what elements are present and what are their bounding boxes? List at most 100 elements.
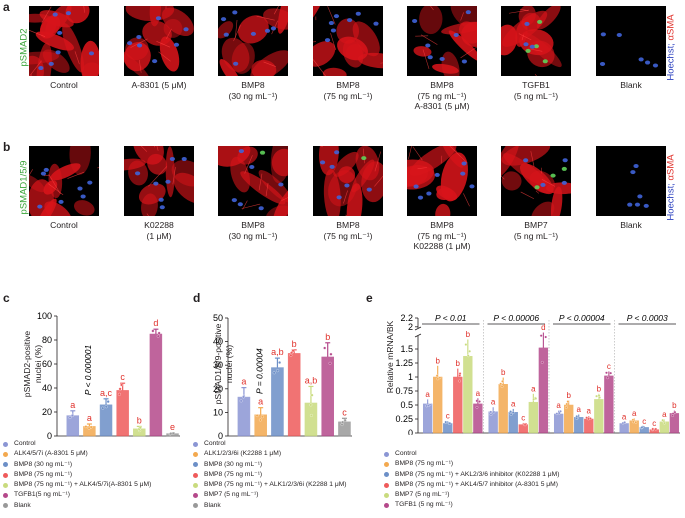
micrograph-label-b-3: BMP8 (30 ng mL⁻¹)	[228, 220, 278, 241]
legend-label: BMP8 (75 ng mL⁻¹) + AKL4/5/7 inhibitor (…	[395, 480, 558, 488]
legend-e: Control BMP8 (75 ng mL⁻¹) BMP8 (75 ng mL⁻¹…	[384, 449, 559, 511]
asma-label: αSMA	[665, 14, 677, 41]
legend-c-item: Control	[3, 439, 151, 449]
legend-swatch	[384, 472, 389, 478]
bar	[669, 413, 680, 434]
legend-e-item: TGFB1 (5 ng mL⁻¹)	[384, 500, 559, 510]
data-point	[104, 405, 108, 409]
legend-c-item: BMP8 (30 ng mL⁻¹)	[3, 460, 151, 470]
legend-e-item: BMP8 (75 ng mL⁻¹) + AKL4/5/7 inhibitor (…	[384, 480, 559, 490]
data-point	[242, 395, 245, 399]
bar	[604, 375, 614, 434]
legend-c-item: ALK4/5/7i (A-8301 5 μM)	[3, 449, 151, 459]
data-point	[120, 383, 124, 387]
data-point	[328, 361, 332, 365]
legend-d-item: ALK1/2/3/6i (K2288 1 μM)	[193, 449, 347, 459]
y-tick-label: 100	[37, 311, 52, 321]
data-point	[138, 426, 142, 430]
legend-swatch	[3, 441, 8, 447]
legend-c-item: Blank	[3, 501, 151, 511]
data-point	[84, 425, 88, 429]
data-point	[509, 410, 512, 413]
significance-letter: c	[521, 413, 525, 422]
significance-letter: b	[501, 368, 506, 377]
data-point	[276, 369, 280, 373]
bar	[116, 390, 129, 437]
data-point	[435, 374, 439, 378]
micrograph-a-2	[124, 6, 194, 76]
y-tick-label: 0.25	[395, 414, 413, 424]
legend-swatch	[193, 441, 198, 447]
legend-d-item: Control	[193, 439, 347, 449]
significance-letter: b	[137, 415, 142, 425]
y-tick-label: 80	[42, 335, 52, 345]
legend-swatch	[3, 462, 8, 468]
significance-letter: a	[258, 397, 263, 407]
micrograph-label-b-2: K02288 (1 μM)	[144, 220, 174, 241]
significance-letter: a	[587, 407, 592, 416]
legend-e-item: BMP7 (5 ng mL⁻¹)	[384, 490, 559, 500]
bar	[538, 347, 549, 434]
panel-a-stain-label: pSMAD2	[18, 28, 30, 67]
data-point	[239, 399, 243, 403]
data-point	[489, 413, 493, 416]
significance-letter: a,c	[100, 388, 113, 398]
bar	[528, 401, 539, 434]
data-point	[589, 417, 592, 420]
data-point	[499, 382, 503, 386]
micrograph-a-4	[313, 6, 383, 76]
legend-label: Blank	[204, 501, 221, 509]
data-point	[489, 410, 493, 414]
significance-letter: a	[70, 400, 75, 410]
data-point	[466, 354, 470, 358]
panel-letter-a: a	[3, 0, 10, 14]
data-point	[427, 404, 430, 407]
legend-d-item: BMP8 (75 ng mL⁻¹)	[193, 470, 347, 480]
significance-letter: a	[662, 410, 667, 419]
significance-letter: c	[642, 417, 646, 426]
panel-letter-b: b	[3, 140, 11, 154]
micrograph-label-a-4: BMP8 (75 ng mL⁻¹)	[323, 80, 373, 101]
legend-c: Control ALK4/5/7i (A-8301 5 μM) BMP8 (30 n…	[3, 439, 151, 511]
bar	[518, 424, 528, 434]
legend-d-item: BMP8 (75 ng mL⁻¹) + ALK1/2/3/6i (K2288 1…	[193, 480, 347, 490]
data-point	[500, 385, 504, 389]
hoechst-label: Hoechst;	[665, 43, 677, 81]
significance-letter: a	[577, 405, 582, 414]
legend-label: BMP8 (75 ng mL⁻¹) + AKL2/3/6 inhibitor (…	[395, 470, 560, 478]
legend-d-item: BMP7 (5 ng mL⁻¹)	[193, 490, 347, 500]
legend-c-item: TGFB1(5 ng mL⁻¹)	[3, 490, 151, 500]
data-point	[309, 413, 313, 417]
legend-swatch	[3, 493, 8, 499]
data-point	[68, 416, 72, 420]
micrograph-label-a-1: Control	[50, 80, 78, 90]
micrograph-a-3	[218, 6, 288, 76]
y-tick-label: 1	[408, 372, 413, 382]
data-point	[291, 349, 295, 353]
legend-label: Control	[395, 450, 417, 457]
significance-letter: b	[292, 339, 297, 349]
legend-e-item: Control	[384, 449, 559, 459]
bar	[99, 404, 113, 437]
y-tick-label: 20	[42, 407, 52, 417]
legend-label: TGFB1(5 ng mL⁻¹)	[14, 491, 70, 499]
panel-letter-d: d	[193, 291, 201, 305]
legend-label: TGFB1 (5 ng mL⁻¹)	[395, 501, 453, 509]
data-point	[631, 420, 635, 424]
significance-letter: a	[491, 398, 496, 407]
y-tick-label: 40	[42, 383, 52, 393]
y-tick-label: 2	[408, 322, 413, 332]
y-tick-label: 1.25	[395, 358, 413, 368]
data-point	[117, 392, 121, 396]
data-point	[444, 420, 448, 424]
micrograph-b-1	[29, 146, 99, 216]
legend-label: BMP8 (75 ng mL⁻¹)	[395, 460, 454, 468]
significance-letter: b	[435, 356, 440, 365]
y-tick-label: 50	[213, 313, 223, 323]
bar	[463, 356, 473, 434]
data-point	[654, 427, 658, 431]
bar	[443, 423, 453, 434]
legend-swatch	[384, 461, 389, 467]
significance-letter: c	[652, 419, 656, 428]
